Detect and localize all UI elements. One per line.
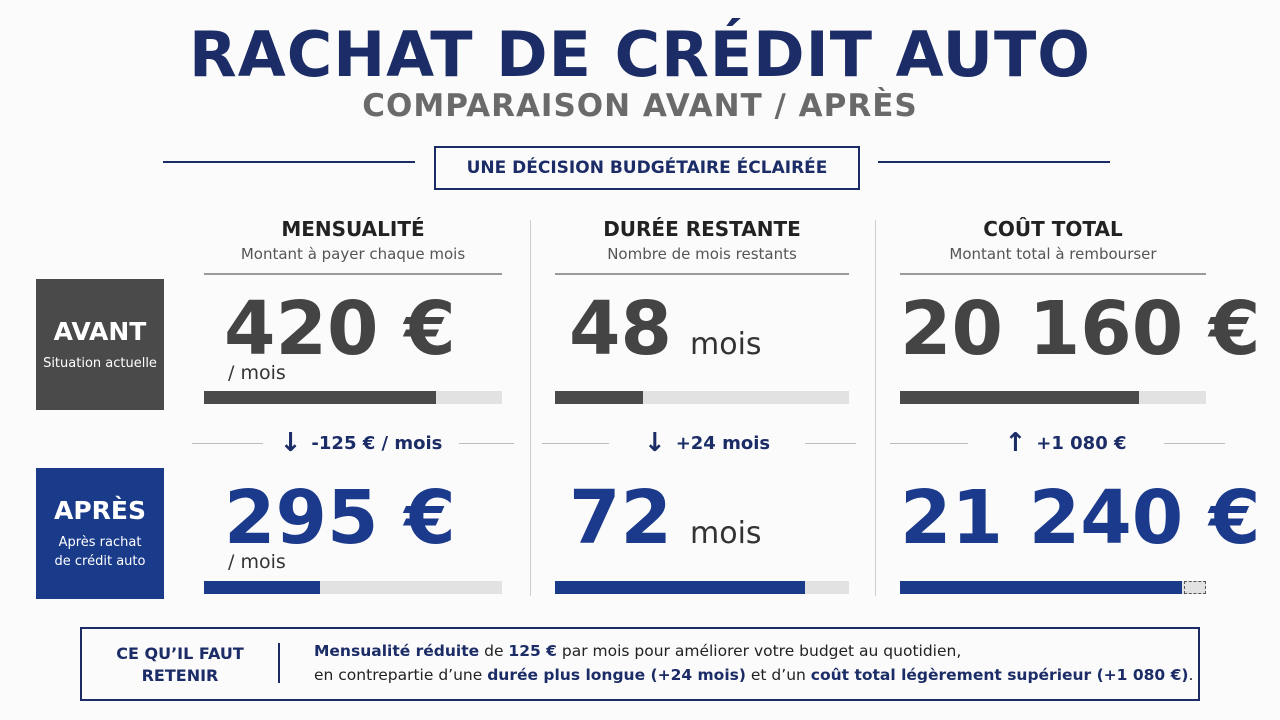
summary-text: Mensualité réduite de 125 € par mois pou… (314, 639, 1193, 687)
progress-track (555, 581, 849, 594)
big-value: 20 160 € (900, 286, 1261, 372)
summary-span: de (479, 642, 509, 660)
progress-fill (900, 391, 1139, 404)
summary-line: en contrepartie d’une durée plus longue … (314, 663, 1193, 687)
change-arrow: ↓ (643, 428, 666, 458)
column-underline (555, 273, 849, 275)
value-unit: / mois (228, 551, 286, 573)
value-block: 72 mois (555, 481, 849, 555)
progress-track (204, 581, 502, 594)
summary-divider (278, 643, 280, 683)
row-label: AVANT (53, 316, 147, 346)
progress-fill (204, 391, 437, 404)
summary-strong: Mensualité réduite (314, 642, 480, 660)
separator (530, 220, 531, 596)
progress-fill (204, 581, 321, 594)
progress-fill (900, 581, 1182, 594)
change-arrow: ↑ (1004, 428, 1027, 458)
summary-label-line: RETENIR (141, 666, 219, 685)
change-text: +24 mois (675, 432, 771, 454)
summary-span: et d’un (745, 666, 811, 684)
row-caption: Après rachat (58, 535, 142, 550)
change-text: +1 080 € (1036, 432, 1127, 454)
summary: CE QU’IL FAUT RETENIR Mensualité réduite… (80, 627, 1200, 701)
value-line: 48 mois (555, 292, 849, 366)
value-unit: mois (689, 516, 762, 551)
big-value: 72 (569, 475, 672, 561)
row-caption: de crédit auto (54, 554, 146, 569)
value-line: 72 mois (555, 481, 849, 555)
progress-fill (555, 581, 805, 594)
change: ↑ +1 080 € (967, 428, 1164, 458)
progress-track (900, 581, 1206, 594)
after-label: APRÈS Après rachat de crédit auto (36, 468, 164, 599)
column-title: MENSUALITÉ (281, 217, 425, 241)
value-block: 20 160 € (900, 286, 1261, 372)
divider (878, 161, 1110, 163)
big-value: 420 € (224, 286, 456, 372)
divider (163, 161, 415, 163)
progress-overflow (1184, 581, 1206, 594)
value-block: 420 € / mois (204, 292, 502, 384)
progress-track (900, 391, 1206, 404)
column-subtitle: Nombre de mois restants (607, 245, 797, 263)
summary-span: . (1188, 666, 1194, 684)
column-title: DURÉE RESTANTE (603, 217, 801, 241)
progress-track (204, 391, 502, 404)
summary-strong: 125 € (508, 642, 557, 660)
value-block: 21 240 € (900, 475, 1261, 561)
before-label: AVANT Situation actuelle (36, 279, 164, 410)
value-block: 295 € / mois (204, 481, 502, 573)
progress-fill (555, 391, 644, 404)
value-unit: mois (689, 327, 762, 362)
column-underline (204, 273, 502, 275)
summary-span: par mois pour améliorer votre budget au … (556, 642, 962, 660)
change-text: -125 € / mois (311, 432, 443, 454)
big-value: 48 (569, 286, 672, 372)
tagline: UNE DÉCISION BUDGÉTAIRE ÉCLAIRÉE (434, 146, 860, 190)
subtitle: COMPARAISON AVANT / APRÈS (362, 88, 918, 124)
column-title: COÛT TOTAL (983, 217, 1123, 241)
summary-span: en contrepartie d’une (314, 666, 488, 684)
progress-track (555, 391, 849, 404)
change: ↓ -125 € / mois (263, 430, 459, 456)
value-unit: / mois (228, 362, 286, 384)
row-caption: Situation actuelle (43, 355, 157, 371)
summary-strong: coût total légèrement supérieur (+1 080 … (810, 666, 1189, 684)
summary-label: CE QU’IL FAUT RETENIR (82, 643, 278, 687)
column-underline (900, 273, 1206, 275)
summary-label-line: CE QU’IL FAUT (116, 644, 244, 663)
row-label: APRÈS (53, 496, 146, 525)
separator (875, 220, 876, 596)
column-subtitle: Montant à payer chaque mois (240, 245, 466, 263)
change: ↓ +24 mois (609, 430, 805, 456)
title: RACHAT DE CRÉDIT AUTO (189, 18, 1091, 91)
change-arrow: ↓ (279, 428, 302, 458)
summary-strong: durée plus longue (+24 mois) (487, 666, 746, 684)
summary-line: Mensualité réduite de 125 € par mois pou… (314, 639, 1193, 663)
big-value: 21 240 € (900, 475, 1261, 561)
big-value: 295 € (224, 475, 456, 561)
column-subtitle: Montant total à rembourser (949, 245, 1157, 263)
value-block: 48 mois (555, 292, 849, 366)
